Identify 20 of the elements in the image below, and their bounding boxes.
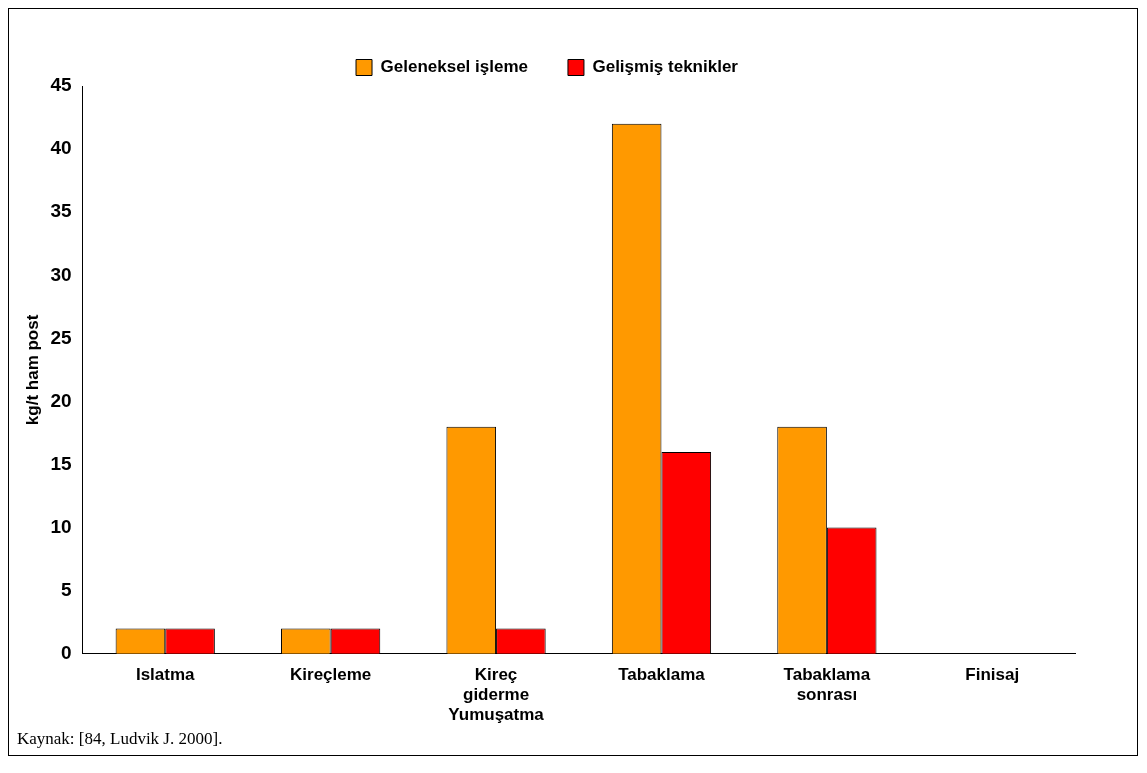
x-tick-label: Kireç giderme Yumuşatma [448,664,545,725]
x-tick-label: Finisaj [965,664,1020,684]
legend-label: Gelişmiş teknikler [592,57,739,77]
y-tick-label: 15 [50,452,72,474]
x-tick-label: Kireçleme [290,664,372,684]
y-tick-label: 5 [60,578,72,600]
x-tick-label: Tabaklama sonrası [783,664,871,705]
y-tick-label: 20 [50,389,72,411]
legend-label: Geleneksel işleme [380,57,528,77]
y-tick-label: 25 [50,326,72,348]
y-tick-label: 30 [50,263,72,285]
y-tick-label: 40 [50,137,72,159]
x-tick-label: Islatma [135,664,196,684]
y-tick-label: 0 [60,642,72,664]
y-tick-label: 10 [50,515,72,537]
y-tick-label: 45 [50,74,72,96]
text: Kaynak: [84, Ludvik J. 2000]. [16,729,224,750]
x-tick-label: Tabaklama [618,664,706,684]
y-tick-label: 35 [50,200,72,222]
y-axis-title: kg/t ham post [22,314,42,426]
